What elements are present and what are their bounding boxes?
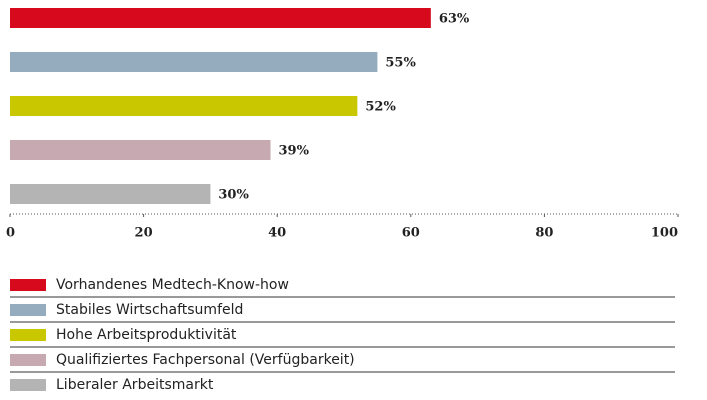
value-label: 63% xyxy=(439,12,470,27)
x-tick-label: 20 xyxy=(135,226,153,241)
value-label: 30% xyxy=(218,188,249,203)
value-label: 55% xyxy=(385,56,416,71)
legend-label: Hohe Arbeitsproduktivität xyxy=(56,327,237,343)
legend-label: Liberaler Arbeitsmarkt xyxy=(56,377,214,393)
legend-swatch xyxy=(10,279,46,291)
x-tick-label: 40 xyxy=(268,226,286,241)
bar xyxy=(10,52,378,72)
legend-swatch xyxy=(10,379,46,391)
x-tick-label: 80 xyxy=(535,226,553,241)
x-tick-label: 60 xyxy=(402,226,420,241)
legend-swatch xyxy=(10,329,46,341)
legend-label: Vorhandenes Medtech-Know-how xyxy=(56,277,289,293)
bar xyxy=(10,8,431,28)
legend-label: Qualifiziertes Fachpersonal (Verfügbarke… xyxy=(56,352,355,368)
bar xyxy=(10,140,271,160)
x-tick-label: 0 xyxy=(6,226,15,241)
legend-swatch xyxy=(10,354,46,366)
x-tick-label: 100 xyxy=(651,226,678,241)
value-label: 52% xyxy=(365,100,396,115)
legend-swatch xyxy=(10,304,46,316)
bar xyxy=(10,184,211,204)
legend-label: Stabiles Wirtschaftsumfeld xyxy=(56,302,243,318)
bar xyxy=(10,96,358,116)
value-label: 39% xyxy=(279,144,310,159)
